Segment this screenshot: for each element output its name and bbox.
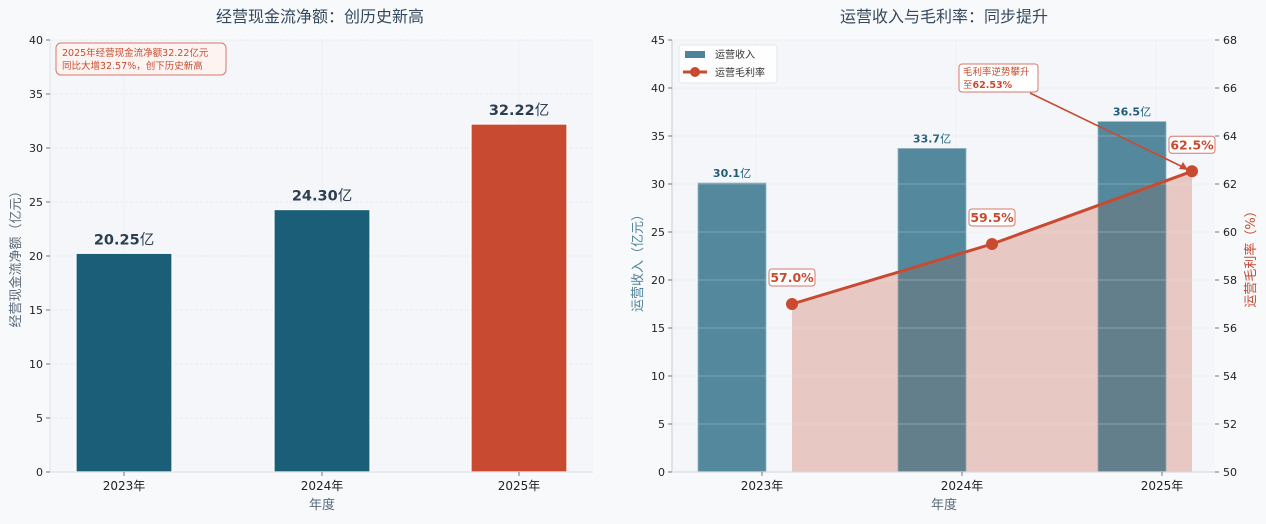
- bar-series: 20.25亿 24.30亿 32.22亿: [75, 102, 568, 473]
- revenue-bar-series: 30.1亿 33.7亿 36.5亿: [672, 39, 1215, 473]
- y-tick-label: 35: [29, 88, 43, 101]
- y-tick-label: 5: [658, 418, 665, 431]
- y-tick-label: 20: [651, 274, 665, 287]
- right-y-tick-label: 66: [1223, 82, 1237, 95]
- annotation-box: 2025年经营现金流净额32.22亿元 同比大增32.57%，创下历史新高: [55, 42, 227, 76]
- margin-value-label: 57.0%: [768, 268, 816, 287]
- right-y-tick-label: 54: [1223, 370, 1237, 383]
- y-tick-label: 10: [651, 370, 665, 383]
- right-y-tick-label: 56: [1223, 322, 1237, 335]
- bar-2024年: 33.7亿: [897, 132, 967, 473]
- bar-value-label: 36.5亿: [1113, 106, 1151, 119]
- right-y-tick-label: 58: [1223, 274, 1237, 287]
- margin-value-label: 59.5%: [968, 208, 1016, 227]
- bar: [1097, 121, 1167, 473]
- legend: 运营收入 运营毛利率: [678, 44, 778, 84]
- bar: [470, 123, 568, 473]
- legend-label-revenue: 运营收入: [715, 48, 755, 61]
- bar: [273, 208, 371, 473]
- data-point-marker: [786, 298, 798, 310]
- x-tick-label: 2023年: [741, 479, 784, 493]
- right-y-axis: 50 52 54 56 58 60 62 64 66 68: [1215, 34, 1237, 479]
- svg-text:62.5%: 62.5%: [1170, 137, 1214, 152]
- bar-2025年: 32.22亿: [470, 102, 568, 473]
- left-y-axis: 0 5 10 15 20 25 30 35 40 45: [651, 34, 673, 479]
- y-tick-label: 30: [651, 178, 665, 191]
- x-tick-label: 2025年: [1141, 479, 1184, 493]
- y-tick-label: 20: [29, 250, 43, 263]
- bar-value-label: 24.30亿: [292, 188, 352, 205]
- bar: [697, 182, 767, 473]
- y-tick-label: 40: [29, 34, 43, 47]
- right-y-tick-label: 62: [1223, 178, 1237, 191]
- x-tick-label: 2024年: [301, 479, 344, 493]
- bar-value-label: 32.22亿: [489, 102, 549, 119]
- annotation-line-1: 毛利率逆势攀升: [963, 66, 1030, 78]
- y-tick-label: 5: [36, 412, 43, 425]
- margin-line-series: 57.0% 59.5% 62.5%: [768, 135, 1216, 310]
- y-tick-label: 35: [651, 130, 665, 143]
- chart-title: 经营现金流净额：创历史新高: [216, 7, 424, 26]
- y-tick-label: 15: [651, 322, 665, 335]
- x-axis-label: 年度: [309, 497, 335, 513]
- bar-value-label: 20.25亿: [94, 231, 154, 248]
- x-axis-label: 年度: [931, 497, 957, 513]
- annotation-arrow: [1029, 92, 1186, 169]
- x-axis: 2023年 2024年 2025年: [50, 471, 593, 493]
- margin-value-label: 62.5%: [1168, 135, 1216, 154]
- bar-2025年: 36.5亿: [1097, 106, 1167, 473]
- right-y-tick-label: 60: [1223, 226, 1237, 239]
- data-point-marker: [986, 238, 998, 250]
- bar: [75, 252, 173, 473]
- right-y-tick-label: 50: [1223, 466, 1237, 479]
- annotation-line-1: 2025年经营现金流净额32.22亿元: [62, 47, 209, 59]
- bar-2023年: 30.1亿: [697, 167, 767, 473]
- y-tick-label: 40: [651, 82, 665, 95]
- arrow-head-icon: [1179, 162, 1188, 170]
- right-y-tick-label: 64: [1223, 130, 1237, 143]
- y-axis-label: 经营现金流净额（亿元）: [8, 184, 24, 327]
- svg-text:57.0%: 57.0%: [770, 270, 814, 285]
- y-tick-label: 0: [36, 466, 43, 479]
- revenue-margin-chart: 30.1亿 33.7亿 36.5亿 57.0% 59.5% 62.5% 0 5 10 15 20…: [631, 7, 1259, 513]
- bar-value-label: 30.1亿: [713, 167, 751, 180]
- margin-annotation: 毛利率逆势攀升 至62.53%: [958, 63, 1188, 170]
- y-tick-label: 25: [651, 226, 665, 239]
- bar-value-label: 33.7亿: [913, 132, 951, 145]
- svg-text:59.5%: 59.5%: [970, 210, 1014, 225]
- y-axis: 0 5 10 15 20 25 30 35 40: [29, 34, 51, 479]
- chart-title: 运营收入与毛利率：同步提升: [840, 7, 1048, 26]
- y-tick-label: 15: [29, 304, 43, 317]
- margin-area-fill: [792, 171, 1192, 472]
- annotation-line-2: 至62.53%: [963, 80, 1013, 91]
- bar-2023年: 20.25亿: [75, 231, 173, 473]
- x-tick-label: 2025年: [498, 479, 541, 493]
- y-tick-label: 10: [29, 358, 43, 371]
- data-point-marker: [1186, 165, 1198, 178]
- legend-marker-icon: [690, 67, 700, 77]
- left-y-axis-label: 运营收入（亿元）: [631, 208, 646, 312]
- x-axis: 2023年 2024年 2025年: [672, 471, 1215, 493]
- area-fill: [792, 171, 1192, 472]
- cash-flow-chart: 20.25亿 24.30亿 32.22亿 0 5 10 15 20 25 30 35 40 2023…: [8, 7, 593, 513]
- x-tick-label: 2024年: [941, 479, 984, 493]
- x-tick-label: 2023年: [103, 479, 146, 493]
- annotation-line-2: 同比大增32.57%，创下历史新高: [62, 60, 203, 72]
- y-tick-label: 45: [651, 34, 665, 47]
- right-y-tick-label: 68: [1223, 34, 1237, 47]
- area-overlay: [792, 171, 1192, 472]
- bar-2024年: 24.30亿: [273, 188, 371, 473]
- right-y-axis-label: 运营毛利率（%）: [1243, 204, 1259, 307]
- bar: [897, 148, 967, 473]
- legend-bar-swatch: [685, 51, 705, 58]
- legend-label-margin: 运营毛利率: [715, 66, 765, 79]
- y-tick-label: 0: [658, 466, 665, 479]
- y-tick-label: 30: [29, 142, 43, 155]
- right-y-tick-label: 52: [1223, 418, 1237, 431]
- y-tick-label: 25: [29, 196, 43, 209]
